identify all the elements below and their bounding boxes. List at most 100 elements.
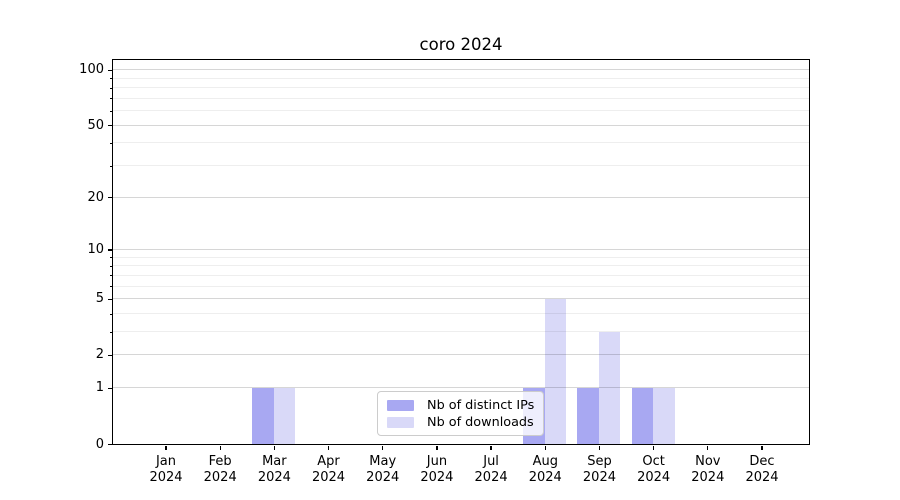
y-tick-mark xyxy=(108,354,112,357)
x-tick-label: Feb 2024 xyxy=(188,454,252,486)
y-tick-label: 0 xyxy=(95,436,104,452)
x-tick-label-year: 2024 xyxy=(691,469,725,485)
gridline-major xyxy=(113,387,809,389)
gridline-minor xyxy=(113,77,809,79)
gridline-minor xyxy=(113,97,809,99)
y-minor-tick-mark xyxy=(109,286,112,288)
gridline-minor xyxy=(113,110,809,112)
y-minor-tick-mark xyxy=(109,165,112,167)
x-tick-label-year: 2024 xyxy=(257,469,291,485)
legend-item-downloads: Nb of downloads xyxy=(387,414,535,431)
y-minor-tick-mark xyxy=(109,313,112,315)
y-tick-mark xyxy=(108,69,112,71)
x-tick-label-year: 2024 xyxy=(637,469,671,485)
x-tick-label-year: 2024 xyxy=(474,469,508,485)
y-minor-tick-mark xyxy=(109,331,112,333)
y-minor-tick-mark xyxy=(109,275,112,277)
x-tick-label-year: 2024 xyxy=(420,469,454,485)
gridline-major xyxy=(113,69,809,71)
x-tick-label-month: Sep xyxy=(587,453,612,469)
x-tick-label: Sep 2024 xyxy=(567,454,631,486)
y-tick-mark xyxy=(108,443,112,446)
x-tick-mark xyxy=(598,446,601,450)
y-tick-label: 100 xyxy=(79,62,104,78)
x-tick-label-month: Jun xyxy=(426,453,448,469)
bar-downloads-mar xyxy=(273,387,296,444)
x-tick-label-month: Dec xyxy=(749,453,775,469)
y-tick-mark xyxy=(108,298,112,300)
gridline-minor xyxy=(113,265,809,267)
plot-area xyxy=(112,59,810,445)
x-tick-label-month: Mar xyxy=(262,453,287,469)
x-tick-label-month: Jan xyxy=(155,453,177,469)
gridline-minor xyxy=(113,274,809,276)
chart-title: coro 2024 xyxy=(419,35,503,54)
gridline-minor xyxy=(113,165,809,167)
x-tick-label-month: Feb xyxy=(208,453,232,469)
gridline-minor xyxy=(113,313,809,314)
x-tick-mark xyxy=(382,446,384,450)
x-tick-mark xyxy=(165,446,167,450)
x-tick-mark xyxy=(273,446,275,450)
legend-item-distinct-ips: Nb of distinct IPs xyxy=(387,397,535,414)
x-tick-mark xyxy=(490,446,492,450)
y-tick-label: 10 xyxy=(87,242,104,258)
gridline-major xyxy=(113,298,809,300)
x-tick-label-year: 2024 xyxy=(582,469,616,485)
bar-distinct-ips-sep xyxy=(577,387,599,444)
y-tick-mark xyxy=(108,197,112,199)
gridline-major xyxy=(113,249,809,251)
y-tick-label: 2 xyxy=(95,347,104,363)
gridline-major xyxy=(113,354,809,356)
y-tick-mark xyxy=(108,249,112,251)
x-tick-mark xyxy=(652,446,655,450)
y-minor-tick-mark xyxy=(109,110,112,112)
y-tick-label: 1 xyxy=(95,380,104,396)
x-tick-mark xyxy=(327,446,330,450)
x-tick-label-year: 2024 xyxy=(366,469,400,485)
x-tick-label-month: Oct xyxy=(642,453,665,469)
gridline-major xyxy=(113,124,809,126)
bar-distinct-ips-oct xyxy=(631,387,654,444)
x-tick-label-month: Aug xyxy=(532,453,558,469)
y-tick-label: 20 xyxy=(87,189,104,205)
x-tick-mark xyxy=(436,446,438,450)
bar-distinct-ips-mar xyxy=(252,387,274,444)
y-minor-tick-mark xyxy=(109,78,112,80)
x-tick-mark xyxy=(219,446,221,450)
x-tick-label: May 2024 xyxy=(351,454,415,486)
y-minor-tick-mark xyxy=(109,257,112,259)
x-tick-label: Jul 2024 xyxy=(459,454,523,486)
y-minor-tick-mark xyxy=(109,98,112,100)
x-tick-mark xyxy=(761,446,763,450)
x-tick-mark xyxy=(707,446,709,450)
legend-swatch-distinct-ips xyxy=(387,400,414,411)
y-minor-tick-mark xyxy=(109,87,112,89)
x-tick-label-month: Nov xyxy=(695,453,721,469)
x-tick-label-month: Apr xyxy=(317,453,340,469)
y-minor-tick-mark xyxy=(109,265,112,267)
legend-swatch-downloads xyxy=(387,417,414,428)
x-tick-label: Mar 2024 xyxy=(242,454,306,486)
gridline-minor xyxy=(113,331,809,333)
legend-label: Nb of distinct IPs xyxy=(427,398,535,413)
x-tick-label-month: Jul xyxy=(483,453,499,469)
gridline-minor xyxy=(113,142,809,144)
x-tick-label: Aug 2024 xyxy=(513,454,577,486)
gridline-minor xyxy=(113,285,809,287)
y-tick-mark xyxy=(108,387,112,389)
x-tick-label-year: 2024 xyxy=(745,469,779,485)
x-tick-label-year: 2024 xyxy=(311,469,346,485)
x-tick-label-year: 2024 xyxy=(149,469,183,485)
x-tick-label: Nov 2024 xyxy=(676,454,740,486)
x-tick-label-year: 2024 xyxy=(203,469,237,485)
x-tick-label: Apr 2024 xyxy=(297,454,361,486)
x-tick-label-month: May xyxy=(369,453,397,469)
x-tick-label: Jan 2024 xyxy=(134,454,198,486)
gridline-minor xyxy=(113,256,809,258)
y-tick-label: 5 xyxy=(95,291,104,307)
x-tick-label: Jun 2024 xyxy=(405,454,469,486)
legend-label: Nb of downloads xyxy=(427,415,534,430)
y-tick-label: 50 xyxy=(87,117,104,133)
